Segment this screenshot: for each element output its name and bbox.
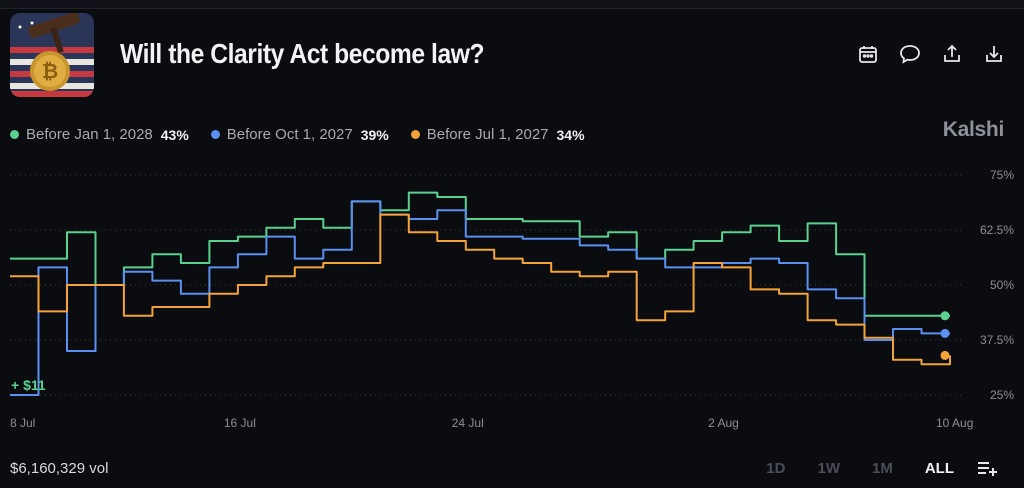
download-button[interactable] bbox=[982, 42, 1006, 66]
share-icon bbox=[944, 44, 960, 62]
series-line bbox=[10, 213, 951, 366]
legend-percent: 34% bbox=[556, 126, 585, 143]
series-line bbox=[10, 191, 950, 317]
chart-legend: Before Jan 1, 2028 43% Before Oct 1, 202… bbox=[10, 126, 585, 143]
volume-annotation: + $11 bbox=[11, 377, 46, 393]
list-add-icon bbox=[978, 462, 997, 476]
share-button[interactable] bbox=[940, 42, 964, 66]
legend-percent: 39% bbox=[360, 126, 389, 143]
legend-dot bbox=[10, 130, 19, 139]
legend-dot bbox=[410, 130, 420, 139]
legend-dot bbox=[210, 130, 220, 139]
page-title: Will the Clarity Act become law? bbox=[120, 38, 485, 69]
y-tick-label: 75% bbox=[990, 168, 1014, 182]
range-1m-button[interactable]: 1M bbox=[871, 460, 893, 477]
download-icon bbox=[986, 46, 1002, 62]
calendar-icon bbox=[859, 46, 877, 63]
legend-label: Before Jul 1, 2027 bbox=[426, 126, 549, 143]
y-tick-label: 62.5% bbox=[980, 223, 1014, 237]
x-tick-label: 2 Aug bbox=[708, 416, 739, 430]
legend-item-jan-2028[interactable]: Before Jan 1, 2028 43% bbox=[10, 126, 189, 143]
volume-total: $6,160,329 vol bbox=[10, 460, 109, 477]
series-endpoint bbox=[940, 328, 950, 338]
comment-icon bbox=[900, 45, 920, 64]
chart-options-button[interactable] bbox=[976, 458, 998, 478]
legend-label: Before Oct 1, 2027 bbox=[226, 126, 353, 143]
y-tick-label: 25% bbox=[990, 388, 1014, 402]
legend-label: Before Jan 1, 2028 bbox=[26, 126, 153, 143]
legend-percent: 43% bbox=[160, 126, 189, 143]
series-endpoint bbox=[940, 311, 950, 321]
top-bar bbox=[0, 0, 1024, 9]
comment-button[interactable] bbox=[898, 42, 922, 66]
x-tick-label: 10 Aug bbox=[936, 416, 973, 430]
x-tick-label: 24 Jul bbox=[452, 416, 484, 430]
market-thumbnail: ₿ bbox=[10, 13, 94, 97]
legend-item-oct-2027[interactable]: Before Oct 1, 2027 39% bbox=[210, 126, 389, 143]
series-line bbox=[10, 200, 950, 396]
legend-item-jul-2027[interactable]: Before Jul 1, 2027 34% bbox=[410, 126, 585, 143]
range-1d-button[interactable]: 1D bbox=[766, 460, 786, 477]
x-tick-label: 16 Jul bbox=[224, 416, 256, 430]
price-chart: 75% 62.5% 50% 37.5% 25% 8 Jul 16 Jul 24 Jul 2 Au… bbox=[10, 168, 1014, 430]
kalshi-logo: Kalshi bbox=[942, 118, 1005, 141]
x-tick-label: 8 Jul bbox=[10, 416, 35, 430]
range-1w-button[interactable]: 1W bbox=[817, 460, 840, 477]
header-actions bbox=[856, 42, 1006, 66]
series-endpoint bbox=[940, 350, 950, 360]
svg-text:₿: ₿ bbox=[42, 59, 58, 83]
range-selector: 1D 1W 1M ALL bbox=[766, 460, 954, 477]
range-all-button[interactable]: ALL bbox=[924, 460, 954, 477]
y-tick-label: 37.5% bbox=[980, 333, 1014, 347]
y-tick-label: 50% bbox=[990, 278, 1014, 292]
calendar-button[interactable] bbox=[856, 42, 880, 66]
